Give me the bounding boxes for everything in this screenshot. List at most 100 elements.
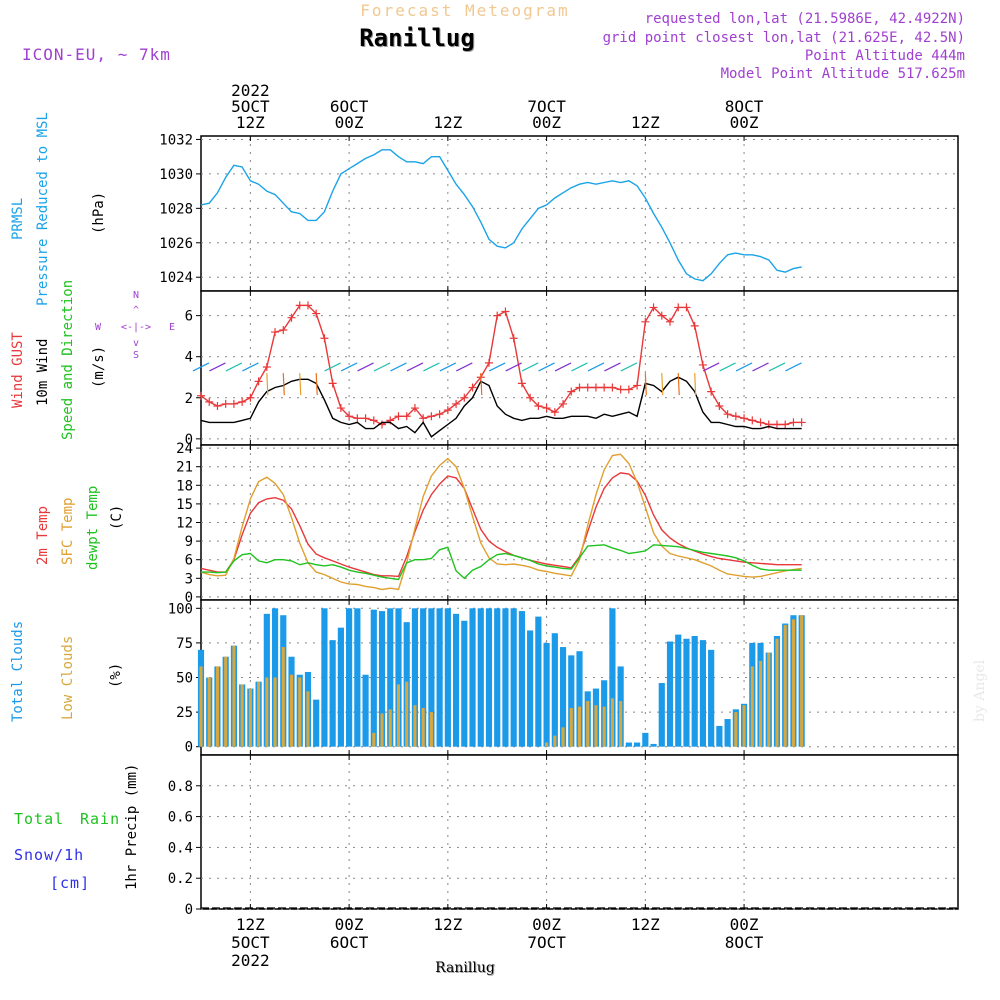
location-caption: Ranillug <box>435 960 495 976</box>
gust-point <box>238 397 247 406</box>
gust-point <box>591 383 600 392</box>
bar-low-cloud <box>413 705 417 747</box>
cloud-label-total: Total Clouds <box>10 621 26 722</box>
y-tick-label: 9 <box>185 534 193 550</box>
bar-low-cloud <box>553 735 557 747</box>
series-sfc-temp <box>200 453 802 591</box>
bar-total-cloud <box>436 608 443 747</box>
gust-point <box>624 385 633 394</box>
gust-point <box>279 326 288 335</box>
gust-point <box>608 383 617 392</box>
y-tick-label: 0 <box>185 590 193 606</box>
requested-coords: requested lon,lat (21.5986E, 42.4922N) <box>645 11 965 27</box>
time-label-bottom: 12Z <box>236 915 265 934</box>
bar-low-cloud <box>800 615 804 747</box>
y-tick-label: 25 <box>176 705 193 721</box>
wind-direction-arrow <box>324 362 341 372</box>
gust-point <box>707 387 716 396</box>
bar-total-cloud <box>346 608 353 747</box>
bar-low-cloud <box>405 681 409 747</box>
wind-direction-arrow <box>620 362 638 372</box>
wind-direction-arrow <box>456 362 473 372</box>
wind-direction-arrow <box>571 362 588 372</box>
compass-arrow-up: ^ <box>133 305 139 316</box>
gust-point <box>715 401 724 410</box>
y-tick-label: 0.8 <box>168 779 193 795</box>
precip-label-rain: Rain <box>80 810 120 828</box>
gust-point <box>410 404 419 413</box>
precip-label-snow: Snow/1h <box>14 846 84 864</box>
y-tick-label: 0 <box>185 740 193 756</box>
gust-point <box>542 404 551 413</box>
time-label-top: 12Z <box>433 113 462 132</box>
panel-2: 0 3 6 9 12 15 18 21 24 <box>176 441 959 606</box>
gust-point <box>287 313 296 322</box>
bar-low-cloud <box>224 656 228 747</box>
wind-direction-arrow <box>225 362 243 372</box>
wind-direction-arrow <box>554 362 572 372</box>
bar-total-cloud <box>675 634 682 747</box>
bar-total-cloud <box>444 608 451 747</box>
gust-point <box>616 385 625 394</box>
gust-point <box>501 307 510 316</box>
pressure-unit: (hPa) <box>91 192 107 234</box>
y-tick-label: 0 <box>185 902 193 918</box>
bar-total-cloud <box>527 630 534 747</box>
series-2m-temp <box>200 472 802 578</box>
bar-total-cloud <box>658 683 665 747</box>
panel-0: 1024 1026 1028 1030 1032 <box>159 132 959 292</box>
wind-direction-arrow <box>735 362 753 372</box>
bar-total-cloud <box>642 732 649 747</box>
gust-point <box>509 334 518 343</box>
time-label-top: 6OCT <box>330 97 369 116</box>
bar-low-cloud <box>561 727 565 747</box>
compass-n: N <box>133 290 139 301</box>
bar-low-cloud <box>289 674 294 747</box>
wind-direction-arrow <box>480 373 483 396</box>
y-tick-label: 15 <box>176 497 193 513</box>
y-tick-label: 21 <box>176 460 193 476</box>
panel-3: 0 25 50 75 100 <box>168 599 959 756</box>
bar-total-cloud <box>634 742 641 747</box>
temp-label-sfc: SFC Temp <box>60 498 76 565</box>
gust-point <box>295 301 304 310</box>
panel-1: 0 2 4 6 <box>185 290 959 448</box>
compass-arrow-down: v <box>133 338 139 349</box>
bar-total-cloud <box>395 608 402 747</box>
time-label-bottom: 12Z <box>631 915 660 934</box>
gust-point <box>303 301 312 310</box>
gust-point <box>723 410 732 419</box>
gust-point <box>698 360 707 369</box>
wind-direction-arrow <box>521 362 539 372</box>
gust-point <box>772 420 781 429</box>
bar-low-cloud <box>199 666 203 747</box>
gust-point <box>575 383 584 392</box>
wind-direction-arrow <box>209 362 226 372</box>
bar-total-cloud <box>477 608 484 747</box>
wind-label-gust: Wind GUST <box>10 332 26 408</box>
bar-low-cloud <box>273 677 277 747</box>
bar-total-cloud <box>543 642 550 747</box>
precip-label-cm: [cm] <box>50 874 90 892</box>
wind-direction-arrow <box>604 362 621 372</box>
y-tick-label: 12 <box>176 516 193 532</box>
compass-s: S <box>133 350 139 361</box>
bar-low-cloud <box>586 701 590 747</box>
time-label-top: 00Z <box>335 113 364 132</box>
bar-low-cloud <box>298 677 302 747</box>
bar-low-cloud <box>577 706 582 747</box>
gust-point <box>649 303 658 312</box>
cloud-unit: (%) <box>108 663 124 688</box>
gust-point <box>312 309 321 318</box>
bar-total-cloud <box>518 611 525 747</box>
time-label-top: 12Z <box>631 113 660 132</box>
bar-total-cloud <box>716 725 723 747</box>
y-tick-label: 100 <box>168 601 193 617</box>
wind-label-direction: Speed and Direction <box>60 280 76 440</box>
gust-point <box>567 387 576 396</box>
bar-total-cloud <box>461 620 468 747</box>
wind-direction-arrow <box>694 373 697 396</box>
bar-total-cloud <box>469 608 476 747</box>
time-label-top: 8OCT <box>725 97 764 116</box>
y-tick-label: 6 <box>185 309 193 325</box>
